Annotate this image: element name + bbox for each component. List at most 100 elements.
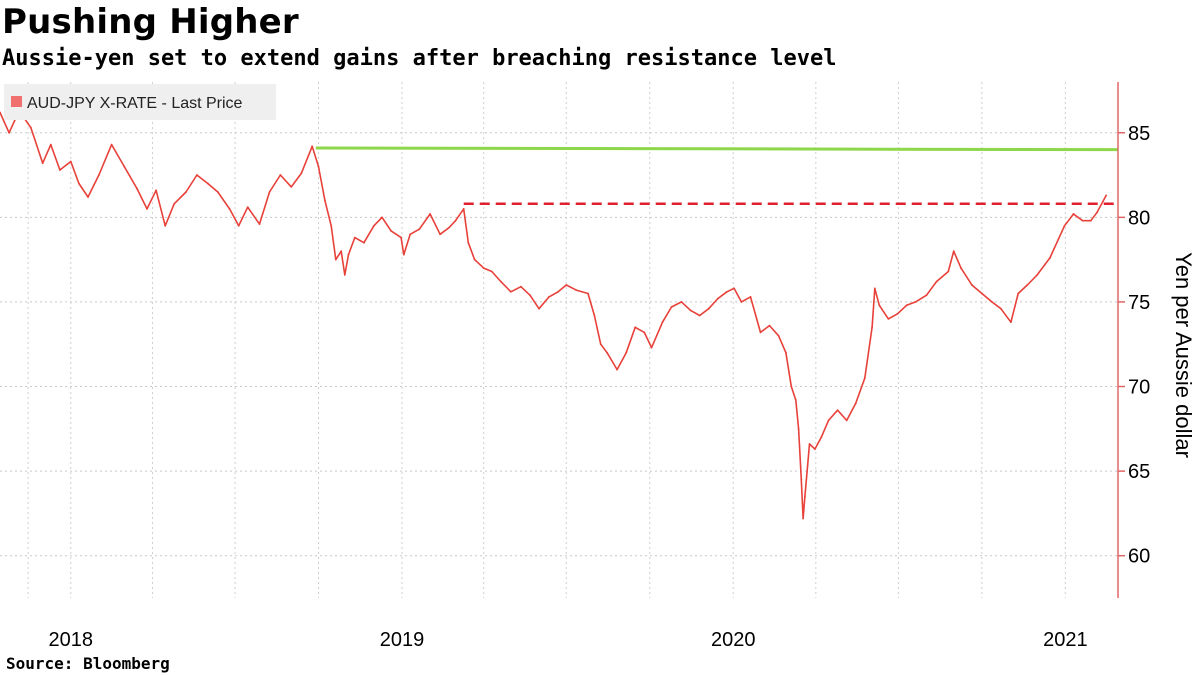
data-point [749, 295, 752, 298]
data-point [69, 160, 72, 163]
data-point [854, 402, 857, 405]
data-point [836, 409, 839, 412]
chart-title: Pushing Higher [2, 2, 299, 42]
data-point [565, 284, 568, 286]
data-point [800, 478, 803, 481]
data-point [1096, 211, 1099, 214]
data-point [110, 143, 113, 146]
y-tick-label: 75 [1128, 292, 1150, 314]
data-point [759, 331, 762, 334]
data-point [123, 165, 126, 168]
data-point [625, 351, 628, 354]
data-point [593, 314, 596, 317]
data-point [790, 385, 793, 388]
data-point [41, 162, 44, 165]
data-point [1000, 307, 1002, 310]
data-point [827, 419, 830, 422]
data-point [448, 226, 451, 229]
data-point [185, 191, 187, 193]
data-point [878, 304, 881, 307]
data-point [482, 267, 485, 269]
data-point [768, 324, 771, 327]
series-layer [0, 109, 1108, 520]
data-point [390, 229, 393, 232]
data-point [689, 309, 692, 312]
data-point [246, 206, 249, 209]
data-point [914, 301, 917, 303]
data-point [733, 287, 736, 290]
data-point [587, 292, 589, 295]
data-point [454, 219, 457, 222]
data-point [353, 236, 356, 239]
data-point [599, 343, 602, 346]
data-point [362, 241, 365, 244]
data-point [381, 216, 383, 219]
data-point [462, 207, 465, 210]
data-point [606, 351, 608, 354]
data-point [311, 145, 314, 148]
data-point [1049, 257, 1051, 259]
data-point [439, 233, 442, 236]
data-point [643, 331, 646, 334]
data-point [557, 290, 559, 293]
data-point [740, 301, 743, 303]
data-point [698, 314, 701, 317]
data-point [510, 290, 512, 293]
data-point [661, 321, 664, 324]
data-point [905, 304, 908, 307]
data-point [8, 131, 10, 134]
data-point [347, 253, 350, 256]
data-point [323, 199, 326, 202]
data-point [634, 326, 637, 329]
data-point [777, 334, 780, 337]
data-point [279, 174, 282, 176]
data-point [925, 294, 928, 297]
data-point [871, 326, 873, 329]
legend: AUD-JPY X-RATE - Last Price [4, 84, 276, 120]
data-point [952, 250, 955, 253]
data-point [960, 267, 962, 269]
data-point [340, 250, 343, 253]
source-note: Source: Bloomberg [6, 654, 170, 673]
data-point [575, 289, 578, 291]
data-point [896, 312, 899, 315]
data-point [538, 307, 540, 310]
data-point [196, 174, 198, 176]
data-point [216, 191, 219, 193]
data-point [49, 143, 52, 146]
data-point [206, 182, 209, 185]
data-point [970, 284, 973, 286]
data-point [784, 351, 787, 354]
data-point [802, 517, 805, 520]
data-point [1026, 284, 1029, 286]
x-axis: 2018 2019 2020 2021 [49, 629, 1088, 651]
data-point [725, 290, 728, 293]
data-point [1089, 219, 1092, 222]
x-tick-label: 2018 [49, 629, 94, 651]
data-point [334, 258, 337, 261]
data-point [980, 292, 983, 295]
data-point [136, 187, 138, 190]
data-point [616, 368, 618, 371]
data-point [330, 224, 333, 227]
data-point [300, 172, 303, 175]
data-point [650, 346, 653, 349]
data-point [820, 436, 823, 439]
data-point [467, 241, 470, 244]
data-point [990, 301, 993, 303]
y-tick-label: 70 [1128, 377, 1150, 399]
data-point [87, 196, 89, 198]
data-point [155, 189, 157, 192]
data-point [814, 448, 816, 451]
reference-lines [315, 146, 1119, 206]
data-point [680, 301, 683, 303]
y-tick-label: 80 [1128, 207, 1150, 229]
data-point [670, 306, 673, 308]
data-point [290, 185, 293, 188]
data-point [1105, 194, 1108, 197]
data-point [1010, 321, 1012, 324]
y-axis-label: Yen per Aussie dollar [1171, 252, 1196, 458]
data-point [519, 285, 522, 288]
upper-level-line [315, 146, 1119, 152]
